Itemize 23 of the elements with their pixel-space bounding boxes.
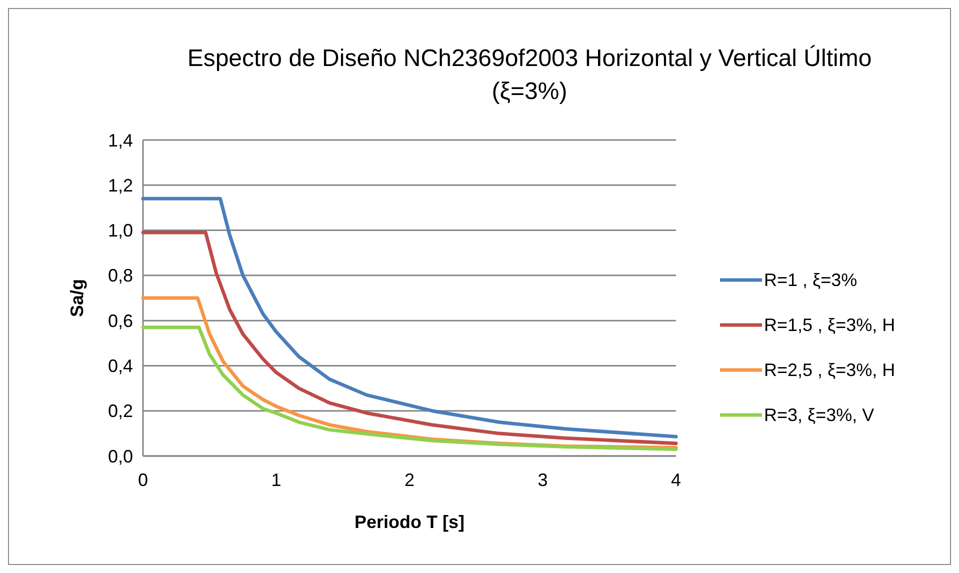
legend-label: R=1,5 , ξ=3%, H xyxy=(764,315,896,335)
x-tick-label: 2 xyxy=(404,470,415,490)
chart-title: Espectro de Diseño NCh2369of2003 Horizontal y Vertical Último (ξ=3%) xyxy=(187,45,872,105)
x-tick-label: 1 xyxy=(271,470,282,490)
y-tick-label: 1,0 xyxy=(108,220,133,241)
legend-label: R=1 , ξ=3% xyxy=(764,270,858,290)
y-tick-label: 0,4 xyxy=(108,356,133,376)
legend-label: R=3, ξ=3%, V xyxy=(764,405,874,425)
y-tick-label: 1,4 xyxy=(108,130,133,150)
x-axis-title: Periodo T [s] xyxy=(354,512,465,532)
line-series xyxy=(141,230,678,446)
y-tick-label: 0,0 xyxy=(108,446,133,466)
legend-label: R=2,5 , ξ=3%, H xyxy=(764,360,896,380)
y-tick-label: 1,2 xyxy=(108,175,133,196)
y-tick-label: 0,8 xyxy=(108,266,133,286)
x-tick-label: 4 xyxy=(670,470,682,490)
line-series xyxy=(141,196,678,438)
x-tick-label: 3 xyxy=(538,470,548,490)
line-series xyxy=(141,326,678,451)
x-tick-label: 0 xyxy=(138,470,148,490)
y-tick-label: 0,2 xyxy=(108,401,133,422)
y-axis-title: Sa/g xyxy=(67,278,87,318)
y-tick-label: 0,6 xyxy=(108,310,133,331)
